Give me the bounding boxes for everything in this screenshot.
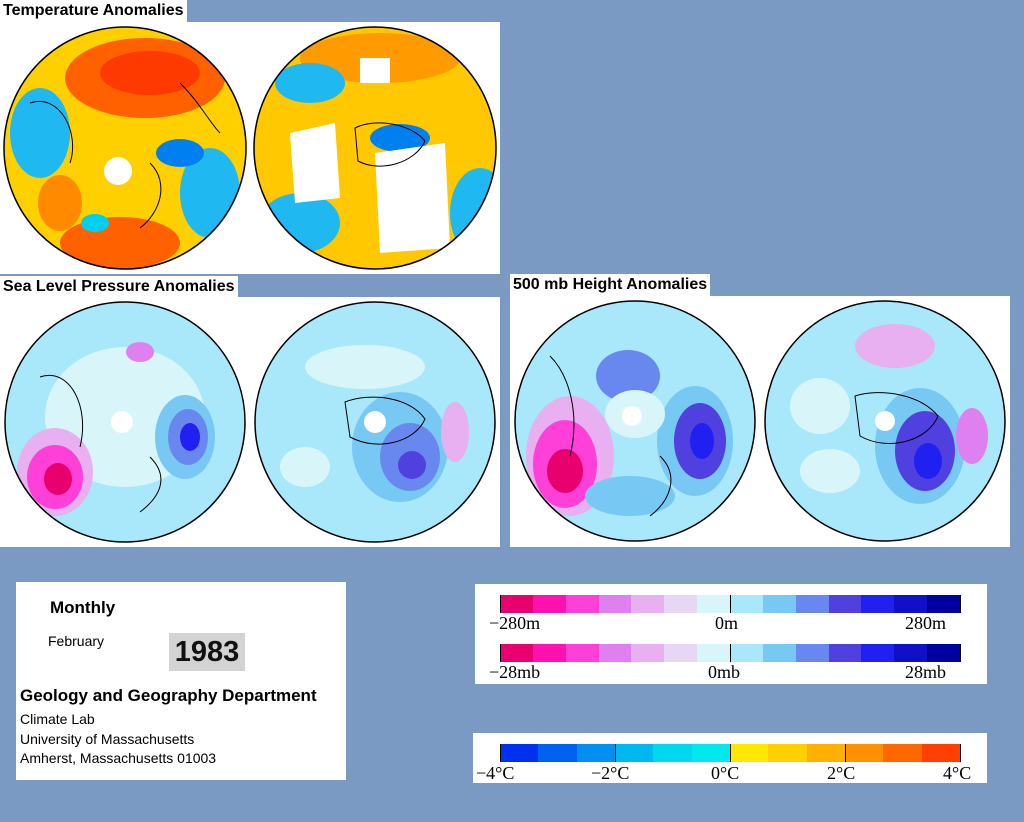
temp-label-neg4: −4°C xyxy=(476,763,515,783)
colorbar-swatch xyxy=(500,595,533,613)
colorbar-swatch xyxy=(614,744,654,762)
temperature-north-globe xyxy=(0,23,250,273)
height-mid-label: 0m xyxy=(715,613,739,633)
colorbar-swatch xyxy=(768,744,807,762)
pressure-max-label: 28mb xyxy=(905,662,947,682)
colorbar-swatch xyxy=(532,644,566,662)
colorbar-swatch xyxy=(631,595,665,613)
colorbar-swatch xyxy=(729,744,769,762)
lab-label: Climate Lab xyxy=(20,711,95,727)
pressure-min-label: −28mb xyxy=(489,662,541,682)
temp-label-neg2: −2°C xyxy=(591,763,630,783)
address-label: Amherst, Massachusetts 01003 xyxy=(20,750,217,766)
pressure-mid-label: 0mb xyxy=(708,662,741,682)
height500-title: 500 mb Height Anomalies xyxy=(510,274,711,296)
pressure-colorbar xyxy=(500,644,961,662)
colorbar-swatch xyxy=(576,744,615,762)
colorbar-swatch xyxy=(762,644,796,662)
colorbar-swatch xyxy=(894,595,928,613)
colorbar-swatch xyxy=(565,595,599,613)
colorbar-swatch xyxy=(861,644,895,662)
year-badge: 1983 xyxy=(169,633,245,671)
colorbar-swatch xyxy=(861,595,895,613)
colorbar-swatch xyxy=(921,744,960,762)
department-label: Geology and Geography Department xyxy=(20,686,317,705)
colorbar-swatch xyxy=(828,595,862,613)
height-max-label: 280m xyxy=(905,613,947,633)
height-min-label: −280m xyxy=(489,613,541,633)
colorbar-swatch xyxy=(691,744,730,762)
colorbar-swatch xyxy=(598,595,632,613)
colorbar-tick xyxy=(730,644,731,662)
colorbar-tick xyxy=(960,595,961,613)
period-label: Monthly xyxy=(50,598,116,617)
height500-south-globe xyxy=(760,296,1010,546)
colorbar-tick xyxy=(845,744,846,762)
university-label: University of Massachusetts xyxy=(20,731,195,747)
colorbar-swatch xyxy=(532,595,566,613)
colorbar-swatch xyxy=(927,644,961,662)
colorbar-swatch xyxy=(828,644,862,662)
height500-panel xyxy=(510,296,1010,547)
colorbar-tick xyxy=(500,595,501,613)
colorbar-swatch xyxy=(927,595,961,613)
colorbar-tick xyxy=(960,744,961,762)
colorbar-tick xyxy=(500,644,501,662)
colorbar-swatch xyxy=(653,744,692,762)
anomaly-scale-box: −280m 0m 280m −28mb 0mb 28mb xyxy=(475,584,987,684)
colorbar-swatch xyxy=(806,744,845,762)
height-colorbar xyxy=(500,595,961,613)
colorbar-swatch xyxy=(697,644,731,662)
temp-label-2: 2°C xyxy=(827,763,856,783)
colorbar-swatch xyxy=(762,595,796,613)
colorbar-tick xyxy=(615,744,616,762)
temperature-title: Temperature Anomalies xyxy=(0,0,187,22)
colorbar-swatch xyxy=(894,644,928,662)
colorbar-tick xyxy=(730,744,731,762)
colorbar-swatch xyxy=(883,744,922,762)
colorbar-swatch xyxy=(795,644,829,662)
colorbar-swatch xyxy=(844,744,884,762)
colorbar-swatch xyxy=(500,644,533,662)
temperature-colorbar xyxy=(500,744,961,762)
colorbar-swatch xyxy=(795,595,829,613)
slp-south-globe xyxy=(250,297,500,547)
colorbar-swatch xyxy=(538,744,577,762)
height500-north-globe xyxy=(510,296,760,546)
colorbar-swatch xyxy=(631,644,665,662)
colorbar-swatch xyxy=(664,595,698,613)
colorbar-swatch xyxy=(598,644,632,662)
colorbar-tick xyxy=(730,595,731,613)
temperature-south-globe xyxy=(250,23,500,273)
colorbar-swatch xyxy=(565,644,599,662)
colorbar-swatch xyxy=(730,644,763,662)
colorbar-swatch xyxy=(500,744,539,762)
month-label: February xyxy=(48,633,105,649)
temperature-scale-box: −4°C −2°C 0°C 2°C 4°C xyxy=(473,733,987,783)
colorbar-tick xyxy=(500,744,501,762)
info-box: Monthly February 1983 Geology and Geogra… xyxy=(16,582,346,780)
temp-label-4: 4°C xyxy=(943,763,972,783)
temperature-panel xyxy=(0,22,500,274)
slp-title: Sea Level Pressure Anomalies xyxy=(0,276,238,298)
slp-panel xyxy=(0,297,500,547)
temp-label-0: 0°C xyxy=(711,763,740,783)
slp-north-globe xyxy=(0,297,250,547)
colorbar-swatch xyxy=(730,595,763,613)
colorbar-swatch xyxy=(664,644,698,662)
colorbar-swatch xyxy=(697,595,731,613)
colorbar-tick xyxy=(960,644,961,662)
